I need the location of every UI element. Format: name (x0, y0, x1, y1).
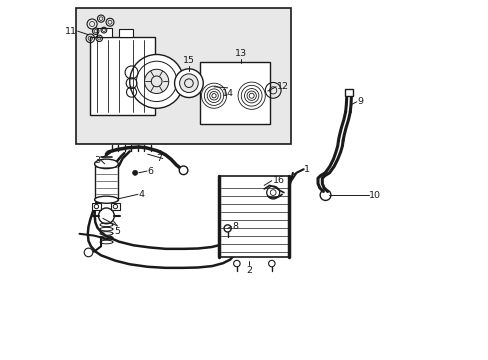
Text: 8: 8 (231, 222, 238, 231)
Text: 7: 7 (156, 154, 162, 163)
Text: 13: 13 (234, 49, 246, 58)
Circle shape (144, 69, 168, 94)
Text: 1: 1 (303, 165, 309, 174)
Text: 5: 5 (114, 226, 120, 235)
Circle shape (179, 74, 198, 93)
Circle shape (179, 166, 187, 175)
Bar (119, 30, 133, 37)
Text: 12: 12 (276, 82, 288, 91)
Text: 6: 6 (147, 167, 153, 176)
Bar (76, 8, 290, 144)
Text: 15: 15 (183, 56, 195, 65)
Circle shape (174, 69, 203, 98)
Ellipse shape (94, 159, 118, 168)
Ellipse shape (94, 196, 118, 203)
Bar (199, 62, 269, 125)
Circle shape (132, 170, 137, 175)
Circle shape (129, 54, 183, 108)
Bar (219, 176, 289, 257)
Bar (92, 203, 101, 210)
Text: 2: 2 (245, 266, 251, 275)
Bar (344, 89, 352, 96)
Text: 9: 9 (357, 97, 363, 106)
Text: 4: 4 (139, 190, 144, 199)
Text: 11: 11 (64, 27, 77, 36)
Bar (90, 37, 155, 116)
Text: 3: 3 (94, 156, 100, 165)
Text: 16: 16 (272, 176, 284, 185)
Bar (94, 164, 118, 200)
Text: 10: 10 (368, 190, 381, 199)
Text: 14: 14 (221, 89, 233, 98)
Bar (110, 203, 120, 210)
Bar (97, 28, 112, 37)
